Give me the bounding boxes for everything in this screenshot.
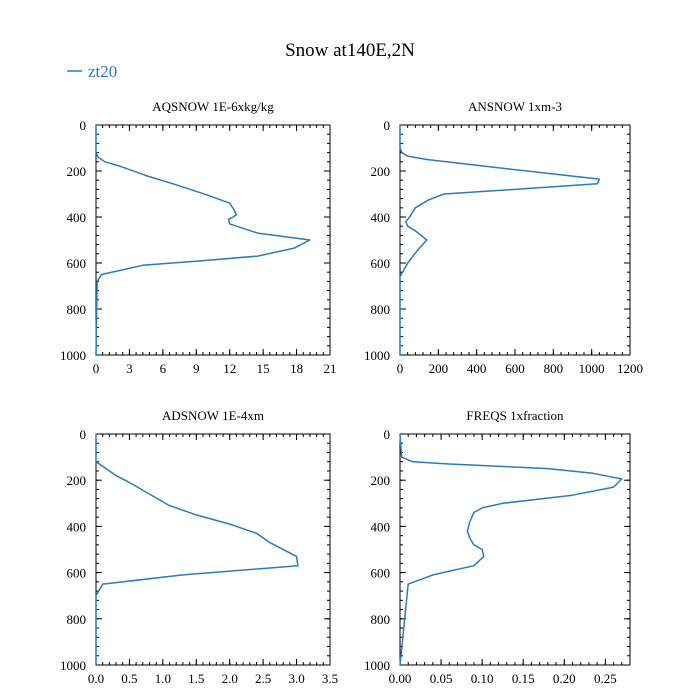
plot-frame bbox=[95, 124, 331, 356]
x-tick-label: 3.0 bbox=[288, 671, 304, 686]
y-tick-label: 0 bbox=[384, 118, 391, 133]
y-tick-label: 400 bbox=[67, 210, 87, 225]
y-tick-label: 800 bbox=[371, 302, 391, 317]
plot-frame bbox=[399, 124, 631, 356]
x-tick-label: 0 bbox=[397, 361, 404, 376]
x-tick-label: 0.0 bbox=[88, 671, 104, 686]
x-tick-label: 1.0 bbox=[155, 671, 171, 686]
y-tick-label: 1000 bbox=[364, 658, 390, 673]
x-tick-label: 1200 bbox=[617, 361, 643, 376]
legend: zt20 bbox=[67, 62, 117, 81]
y-tick-label: 0 bbox=[384, 427, 391, 442]
x-tick-label: 6 bbox=[160, 361, 167, 376]
plot-frame bbox=[399, 433, 631, 666]
y-tick-label: 1000 bbox=[60, 658, 86, 673]
series-line-zt20 bbox=[95, 125, 311, 356]
panel-title: ANSNOW 1xm-3 bbox=[468, 99, 562, 114]
x-tick-label: 400 bbox=[467, 361, 487, 376]
y-tick-label: 400 bbox=[371, 519, 391, 534]
x-tick-label: 15 bbox=[257, 361, 270, 376]
x-tick-label: 2.5 bbox=[255, 671, 271, 686]
plot-frame bbox=[95, 433, 331, 666]
panel-title: AQSNOW 1E-6xkg/kg bbox=[152, 99, 274, 114]
y-tick-label: 0 bbox=[80, 427, 87, 442]
y-tick-label: 400 bbox=[371, 210, 391, 225]
y-tick-label: 1000 bbox=[60, 348, 86, 363]
y-tick-label: 600 bbox=[371, 256, 391, 271]
legend-label: zt20 bbox=[88, 62, 117, 81]
x-tick-label: 3 bbox=[126, 361, 133, 376]
y-tick-label: 200 bbox=[67, 473, 87, 488]
y-tick-label: 600 bbox=[67, 566, 87, 581]
y-tick-label: 200 bbox=[371, 164, 391, 179]
x-tick-label: 12 bbox=[223, 361, 236, 376]
x-tick-label: 0 bbox=[93, 361, 100, 376]
y-tick-label: 600 bbox=[67, 256, 87, 271]
panel-aqsnow: AQSNOW 1E-6xkg/kg 0 3 6 9 12 15 18 21 0 200 400 600 8… bbox=[60, 99, 337, 376]
y-tick-label: 200 bbox=[67, 164, 87, 179]
y-tick-label: 200 bbox=[371, 473, 391, 488]
x-tick-label: 600 bbox=[505, 361, 525, 376]
series-line-zt20 bbox=[399, 433, 623, 666]
x-tick-label: 0.00 bbox=[389, 671, 412, 686]
y-tick-label: 800 bbox=[371, 612, 391, 627]
series-line-zt20 bbox=[95, 434, 299, 665]
y-tick-label: 800 bbox=[67, 302, 87, 317]
x-tick-label: 2.0 bbox=[222, 671, 238, 686]
panel-freqs: FREQS 1xfraction 0.00 0.05 0.10 0.15 0.20 0.25… bbox=[364, 408, 631, 686]
x-tick-label: 0.20 bbox=[553, 671, 576, 686]
x-tick-label: 0.10 bbox=[471, 671, 494, 686]
series-line-zt20 bbox=[399, 125, 601, 355]
y-tick-label: 1000 bbox=[364, 348, 390, 363]
figure-title: Snow at140E,2N bbox=[285, 40, 415, 61]
panel-title: ADSNOW 1E-4xm bbox=[162, 408, 264, 423]
panel-adsnow: ADSNOW 1E-4xm 0.0 0.5 1.0 1.5 2.0 2.5 3.0 3.5 0 20… bbox=[60, 408, 338, 686]
panel-ansnow: ANSNOW 1xm-3 0 200 400 600 800 1000 1200 0 200 400… bbox=[364, 99, 643, 376]
x-tick-label: 200 bbox=[429, 361, 449, 376]
x-tick-label: 1000 bbox=[579, 361, 605, 376]
x-tick-label: 0.25 bbox=[594, 671, 617, 686]
y-tick-label: 600 bbox=[371, 566, 391, 581]
y-tick-label: 0 bbox=[80, 118, 87, 133]
y-tick-label: 800 bbox=[67, 612, 87, 627]
x-tick-label: 21 bbox=[324, 361, 337, 376]
x-tick-label: 0.5 bbox=[121, 671, 137, 686]
x-tick-label: 18 bbox=[290, 361, 303, 376]
x-tick-label: 3.5 bbox=[322, 671, 338, 686]
y-tick-label: 400 bbox=[67, 519, 87, 534]
x-tick-label: 0.05 bbox=[430, 671, 453, 686]
x-tick-label: 1.5 bbox=[188, 671, 204, 686]
x-tick-label: 800 bbox=[544, 361, 564, 376]
panel-title: FREQS 1xfraction bbox=[466, 408, 564, 423]
x-tick-label: 9 bbox=[193, 361, 200, 376]
x-tick-label: 0.15 bbox=[512, 671, 535, 686]
